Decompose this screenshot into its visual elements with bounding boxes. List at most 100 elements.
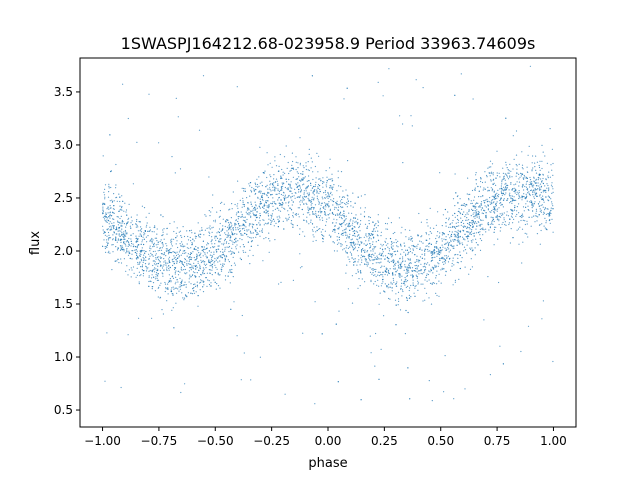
data-point bbox=[115, 229, 117, 231]
data-point bbox=[286, 188, 288, 190]
data-point bbox=[363, 215, 366, 217]
data-point bbox=[285, 197, 287, 199]
data-point bbox=[272, 205, 274, 207]
data-point bbox=[422, 242, 424, 244]
data-point bbox=[149, 245, 151, 247]
data-point bbox=[334, 225, 336, 227]
data-point bbox=[172, 286, 174, 288]
data-point bbox=[538, 166, 541, 169]
data-point bbox=[369, 216, 371, 219]
data-point bbox=[296, 224, 298, 227]
data-point bbox=[214, 235, 216, 237]
data-point bbox=[496, 150, 498, 152]
data-point bbox=[236, 233, 238, 235]
data-point bbox=[159, 269, 161, 272]
data-point bbox=[432, 267, 434, 269]
data-point bbox=[536, 195, 538, 197]
data-point bbox=[121, 232, 123, 234]
data-point bbox=[366, 261, 368, 263]
data-point bbox=[400, 262, 402, 264]
data-point bbox=[492, 217, 494, 219]
data-point bbox=[459, 267, 461, 270]
data-point bbox=[279, 153, 281, 156]
data-point bbox=[168, 279, 170, 282]
data-point bbox=[111, 222, 113, 224]
data-point bbox=[521, 228, 524, 230]
data-point bbox=[198, 252, 200, 254]
data-point bbox=[489, 226, 491, 228]
data-point bbox=[463, 246, 466, 248]
data-point bbox=[365, 263, 367, 265]
data-point bbox=[170, 280, 172, 282]
data-point bbox=[549, 128, 551, 130]
data-point bbox=[198, 269, 200, 271]
data-point bbox=[454, 279, 456, 281]
data-point bbox=[198, 255, 200, 257]
data-point bbox=[216, 268, 218, 270]
data-point bbox=[383, 265, 385, 267]
data-point bbox=[487, 208, 489, 210]
data-point bbox=[377, 271, 379, 273]
data-point bbox=[391, 290, 393, 292]
data-point bbox=[239, 257, 241, 259]
data-point bbox=[306, 203, 308, 205]
data-point bbox=[259, 230, 261, 232]
data-point bbox=[187, 263, 189, 265]
data-point bbox=[513, 218, 515, 220]
data-point bbox=[109, 205, 111, 207]
data-point bbox=[163, 264, 165, 266]
data-point bbox=[280, 176, 282, 178]
data-point bbox=[406, 269, 409, 271]
data-point bbox=[537, 216, 539, 218]
data-point bbox=[550, 198, 552, 200]
data-point bbox=[526, 180, 529, 182]
data-point bbox=[485, 228, 487, 230]
data-point bbox=[171, 287, 173, 289]
data-point bbox=[449, 226, 451, 228]
data-point bbox=[249, 182, 252, 184]
data-point bbox=[156, 279, 158, 281]
data-point bbox=[140, 266, 142, 268]
data-point bbox=[411, 267, 414, 269]
data-point bbox=[168, 269, 170, 271]
data-point bbox=[496, 219, 498, 221]
y-tick-label: 3.5 bbox=[54, 85, 73, 99]
data-point bbox=[242, 201, 244, 203]
data-point bbox=[374, 280, 376, 283]
data-point bbox=[131, 242, 133, 245]
data-point bbox=[460, 217, 462, 219]
data-point bbox=[387, 257, 389, 260]
data-point bbox=[378, 378, 380, 380]
data-point bbox=[355, 230, 357, 232]
data-point bbox=[454, 234, 456, 236]
data-point bbox=[535, 172, 538, 174]
data-point bbox=[261, 228, 263, 230]
data-point bbox=[353, 232, 356, 235]
data-point bbox=[148, 253, 150, 255]
data-point bbox=[174, 267, 176, 269]
data-point bbox=[244, 188, 246, 190]
data-point bbox=[119, 205, 121, 207]
data-point bbox=[454, 239, 456, 241]
data-point bbox=[283, 192, 285, 194]
data-point bbox=[539, 195, 541, 197]
data-point bbox=[281, 204, 284, 206]
data-point bbox=[519, 172, 522, 174]
data-point bbox=[210, 285, 212, 287]
data-point bbox=[178, 231, 180, 233]
data-point bbox=[482, 189, 484, 191]
data-point bbox=[343, 213, 345, 215]
data-point bbox=[261, 196, 264, 199]
data-point bbox=[547, 213, 549, 215]
data-point bbox=[347, 236, 349, 238]
data-point bbox=[467, 177, 469, 179]
data-point bbox=[533, 202, 536, 205]
data-point bbox=[472, 205, 474, 207]
data-point bbox=[275, 222, 277, 224]
data-point bbox=[195, 265, 197, 268]
data-point bbox=[168, 256, 171, 258]
data-point bbox=[438, 263, 440, 265]
data-point bbox=[464, 226, 466, 228]
data-point bbox=[136, 267, 138, 269]
